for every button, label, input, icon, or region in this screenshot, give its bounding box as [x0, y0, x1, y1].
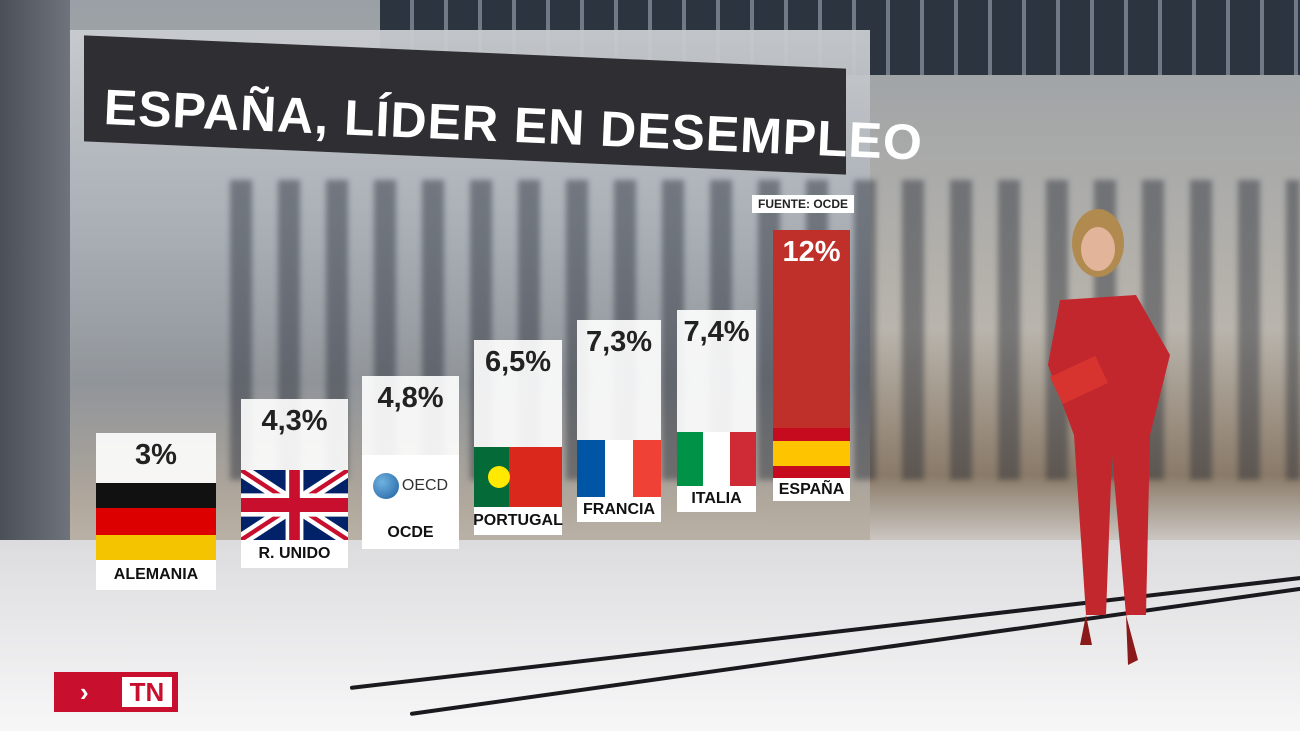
bar-value-box: 4,8%	[362, 376, 459, 455]
uk-flag-icon	[241, 470, 348, 540]
bar-uk: 4,3% R. UNIDO	[241, 399, 348, 568]
portugal-flag-icon	[474, 447, 562, 507]
bar-spain: 12% ESPAÑA	[773, 230, 850, 501]
germany-flag-icon	[96, 483, 216, 560]
category-label: ALEMANIA	[96, 560, 216, 590]
presenter	[1048, 209, 1170, 665]
bar-value-box: 6,5%	[474, 340, 562, 447]
category-label: OCDE	[362, 517, 459, 549]
bar-france: 7,3% FRANCIA	[577, 320, 661, 522]
tn-logo: › TN	[54, 672, 178, 712]
data-label: 7,3%	[585, 326, 653, 358]
data-label: 3%	[135, 439, 177, 471]
category-label: ESPAÑA	[773, 478, 850, 501]
oecd-logo-text: OECD	[401, 477, 449, 494]
tn-logo-text: TN	[122, 677, 172, 707]
bar-value-box: 3%	[96, 433, 216, 483]
bar-value-box: 7,3%	[577, 320, 661, 440]
bar-italy: 7,4% ITALIA	[677, 310, 756, 512]
chevron-right-icon: ›	[80, 677, 89, 707]
category-label: ITALIA	[677, 486, 756, 512]
category-label: PORTUGAL	[473, 507, 563, 535]
data-label: 12%	[782, 236, 841, 268]
data-label: 6,5%	[484, 346, 552, 378]
bar-value-box: 7,4%	[677, 310, 756, 432]
spain-flag-icon	[773, 428, 850, 478]
category-label: R. UNIDO	[241, 540, 348, 568]
bar-portugal: 6,5% PORTUGAL	[473, 340, 563, 535]
category-label: FRANCIA	[577, 497, 661, 522]
data-label: 4,3%	[261, 405, 328, 437]
oecd-flag-icon: OECD	[362, 455, 459, 517]
france-flag-icon	[577, 440, 661, 497]
data-label: 7,4%	[683, 316, 750, 348]
source-label: FUENTE: OCDE	[752, 195, 854, 213]
data-label: 4,8%	[377, 382, 444, 414]
italy-flag-icon	[677, 432, 756, 486]
bar-germany: 3% ALEMANIA	[96, 433, 216, 590]
bar-value-box: 12%	[773, 230, 850, 428]
bar-value-box: 4,3%	[241, 399, 348, 470]
bar-oecd: 4,8% OECD OCDE	[362, 376, 459, 549]
